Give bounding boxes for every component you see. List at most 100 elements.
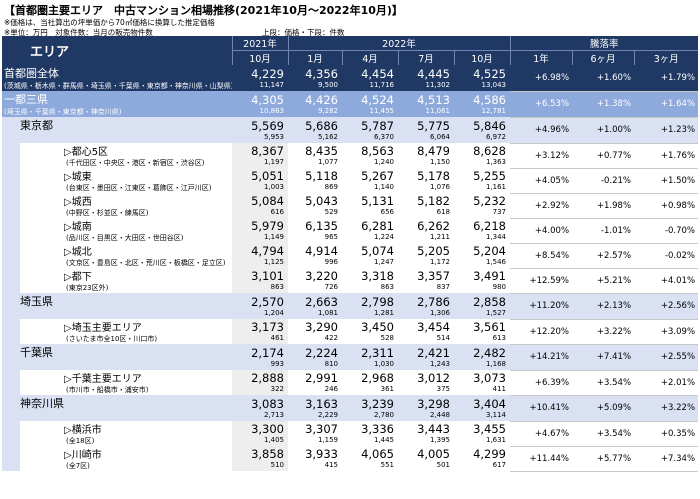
- change-rate: +12.59%: [510, 268, 573, 294]
- table-row: ▷城西 5,084 5,043 5,131 5,182 5,232 +2.92% +1.98%…: [2, 193, 699, 219]
- change-rate: +11.44%: [510, 446, 573, 472]
- header-period: 1年: [510, 50, 573, 65]
- header-year-2022: 2022年: [288, 36, 511, 51]
- change-rate: +3.12%: [510, 143, 573, 169]
- price-value: 5,178: [398, 168, 455, 183]
- change-rate: +4.05%: [510, 168, 573, 194]
- count-value: 12,781: [454, 107, 511, 117]
- table-row: ▷都下 3,101 3,220 3,318 3,357 3,491 +12.59% +5.21…: [2, 268, 699, 294]
- price-value: 4,454: [342, 65, 399, 81]
- count-value: 11,147: [232, 81, 289, 91]
- area-scope: (品川区・目黒区・大田区・世田谷区): [20, 233, 233, 243]
- indent-cell: [2, 168, 20, 193]
- price-value: 2,798: [342, 293, 399, 309]
- area-name: ▷都心5区: [20, 143, 233, 158]
- price-value: 3,101: [232, 268, 289, 283]
- count-value: 656: [342, 208, 399, 218]
- count-value: 1,168: [454, 360, 511, 370]
- price-value: 8,435: [288, 143, 343, 158]
- price-value: 6,262: [398, 218, 455, 233]
- price-value: 4,229: [232, 65, 289, 81]
- price-value: 3,239: [342, 395, 399, 411]
- change-rate: +5.21%: [572, 268, 635, 294]
- indent-cell: [2, 243, 20, 268]
- table-row: 首都圏全体 4,229 4,356 4,454 4,445 4,525 +6.98% +1.6…: [2, 65, 699, 92]
- header-month: 7月: [398, 50, 455, 65]
- indent-cell: [2, 193, 20, 218]
- price-value: 8,367: [232, 143, 289, 158]
- price-value: 4,299: [454, 446, 511, 461]
- price-value: 4,005: [398, 446, 455, 461]
- change-rate: +5.09%: [572, 395, 635, 422]
- price-value: 4,426: [288, 91, 343, 107]
- count-value: 9,500: [288, 81, 343, 91]
- price-value: 4,445: [398, 65, 455, 81]
- area-name: ▷城西: [20, 193, 233, 208]
- count-value: 618: [398, 208, 455, 218]
- table-row: ▷川崎市 3,858 3,933 4,065 4,005 4,299 +11.44% +5.7…: [2, 446, 699, 472]
- header-change: 騰落率: [510, 36, 699, 51]
- area-name: ▷都下: [20, 268, 233, 283]
- count-value: 863: [232, 283, 289, 293]
- change-rate: +4.96%: [510, 117, 573, 144]
- price-value: 5,074: [342, 243, 399, 258]
- count-value: 1,172: [398, 258, 455, 268]
- price-value: 3,083: [232, 395, 289, 411]
- table-row: 東京都 5,569 5,686 5,787 5,775 5,846 +4.96% +1.00%…: [2, 117, 699, 144]
- price-value: 5,204: [454, 243, 511, 258]
- count-value: 1,081: [288, 309, 343, 319]
- count-value: 2,713: [232, 411, 289, 421]
- table-row-counts: 5,953 5,162 6,370 6,064 6,972: [2, 133, 698, 143]
- count-value: 9,282: [288, 107, 343, 117]
- price-value: 3,012: [398, 370, 455, 385]
- change-rate: +2.55%: [634, 344, 699, 371]
- note-price-basis: ※価格は、当社算出の坪単価から70㎡価格に換算した推定価格: [4, 18, 215, 27]
- table-row: ▷城南 5,979 6,135 6,281 6,262 6,218 +4.00% -1.01%…: [2, 218, 699, 244]
- change-rate: +5.77%: [572, 446, 635, 472]
- change-rate: +0.35%: [634, 421, 699, 447]
- change-rate: +0.77%: [572, 143, 635, 169]
- count-value: 1,631: [454, 436, 511, 446]
- change-rate: +2.92%: [510, 193, 573, 219]
- area-scope: [2, 309, 233, 319]
- price-value: 4,065: [342, 446, 399, 461]
- price-value: 3,357: [398, 268, 455, 283]
- count-value: 1,159: [288, 436, 343, 446]
- price-value: 6,135: [288, 218, 343, 233]
- count-value: 1,211: [398, 233, 455, 243]
- count-value: 1,150: [398, 158, 455, 168]
- count-value: 996: [288, 258, 343, 268]
- area-name: ▷千葉主要エリア: [20, 370, 233, 385]
- change-rate: +2.13%: [572, 293, 635, 320]
- indent-cell: [2, 218, 20, 243]
- area-scope: (千代田区・中央区・港区・新宿区・渋谷区): [20, 158, 233, 168]
- count-value: 1,306: [398, 309, 455, 319]
- table-row: 一都三県 4,305 4,426 4,524 4,513 4,586 +6.53% +1.38…: [2, 91, 699, 118]
- change-rate: -1.01%: [572, 218, 635, 244]
- count-value: 411: [454, 385, 511, 395]
- price-value: 5,232: [454, 193, 511, 208]
- price-value: 3,073: [454, 370, 511, 385]
- price-value: 3,300: [232, 421, 289, 436]
- table-row: 千葉県 2,174 2,224 2,311 2,421 2,482 +14.21% +7.41…: [2, 344, 699, 371]
- price-value: 2,570: [232, 293, 289, 309]
- count-value: 11,716: [342, 81, 399, 91]
- change-rate: +1.64%: [634, 91, 699, 118]
- change-rate: +7.34%: [634, 446, 699, 472]
- area-scope: (台東区・墨田区・江東区・葛飾区・江戸川区): [20, 183, 233, 193]
- price-value: 3,933: [288, 446, 343, 461]
- price-value: 2,991: [288, 370, 343, 385]
- header-area: エリア: [2, 36, 233, 65]
- table-row-counts: (文京区・豊島区・北区・荒川区・板橋区・足立区) 1,125 996 1,247 1,1…: [2, 258, 698, 268]
- change-rate: +2.01%: [634, 370, 699, 396]
- price-value: 2,858: [454, 293, 511, 309]
- count-value: 810: [288, 360, 343, 370]
- page-title: 【首都圏主要エリア 中古マンション相場推移(2021年10月～2022年10月)…: [4, 4, 403, 17]
- area-scope: (全18区): [20, 436, 233, 446]
- count-value: 501: [398, 461, 455, 471]
- count-value: 5,162: [288, 133, 343, 143]
- price-value: 8,479: [398, 143, 455, 158]
- change-rate: +14.21%: [510, 344, 573, 371]
- change-rate: +1.38%: [572, 91, 635, 118]
- count-value: 6,370: [342, 133, 399, 143]
